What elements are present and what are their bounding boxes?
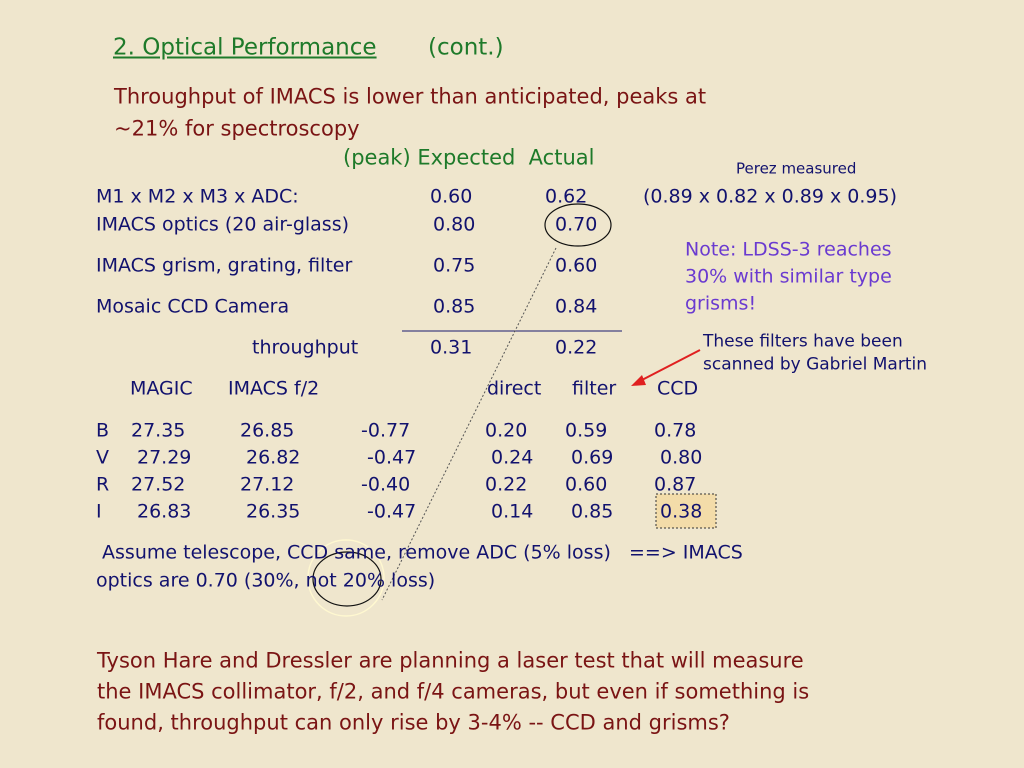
assumption-line: Assume telescope, CCD same, remove ADC (… bbox=[96, 541, 743, 564]
highlight-box bbox=[655, 493, 717, 529]
note-line: grisms! bbox=[685, 292, 757, 315]
mag-cell: 0.59 bbox=[565, 419, 608, 442]
mag-cell: 27.12 bbox=[240, 473, 295, 496]
subtitle-line: Throughput of IMACS is lower than antici… bbox=[114, 84, 707, 109]
arrow-line bbox=[639, 349, 701, 382]
mag-cell: 0.85 bbox=[571, 500, 614, 523]
arrow-head bbox=[631, 375, 646, 386]
perez-product: (0.89 x 0.82 x 0.89 x 0.95) bbox=[643, 185, 898, 208]
mag-header: filter bbox=[572, 377, 617, 400]
mag-cell: 0.24 bbox=[491, 446, 534, 469]
expected-value: 0.31 bbox=[430, 336, 473, 359]
mag-cell: -0.47 bbox=[367, 500, 417, 523]
mag-cell: 26.82 bbox=[246, 446, 301, 469]
mag-cell: 0.87 bbox=[654, 473, 697, 496]
title-link: 2. Optical Performance bbox=[113, 34, 377, 61]
row-label: M1 x M2 x M3 x ADC: bbox=[96, 185, 299, 208]
actual-value: 0.70 bbox=[555, 213, 598, 236]
perez-label: Perez measured bbox=[736, 159, 857, 178]
mag-cell: -0.77 bbox=[361, 419, 411, 442]
assumption-line: optics are 0.70 (30%, not 20% loss) bbox=[96, 569, 436, 592]
subtitle-line: ~21% for spectroscopy bbox=[114, 116, 360, 141]
band-label: B bbox=[96, 419, 110, 442]
actual-value: 0.84 bbox=[555, 295, 598, 318]
band-label: V bbox=[96, 446, 109, 469]
footer-line: found, throughput can only rise by 3-4% … bbox=[97, 710, 730, 735]
expected-value: 0.75 bbox=[433, 254, 476, 277]
mag-cell: 0.20 bbox=[485, 419, 528, 442]
mag-cell: 26.85 bbox=[240, 419, 295, 442]
expected-value: 0.85 bbox=[433, 295, 476, 318]
mag-cell: 0.22 bbox=[485, 473, 528, 496]
mag-cell: -0.40 bbox=[361, 473, 411, 496]
row-label: Mosaic CCD Camera bbox=[96, 295, 290, 318]
mag-header: MAGIC bbox=[130, 377, 193, 400]
title-rest: (cont.) bbox=[428, 34, 504, 61]
connector-line bbox=[381, 247, 557, 601]
mag-cell: 0.60 bbox=[565, 473, 608, 496]
mag-cell: 26.83 bbox=[137, 500, 192, 523]
actual-value: 0.62 bbox=[545, 185, 588, 208]
footer-line: Tyson Hare and Dressler are planning a l… bbox=[97, 648, 804, 673]
callout-line: These filters have been bbox=[703, 331, 903, 352]
actual-value: 0.60 bbox=[555, 254, 598, 277]
note-line: Note: LDSS-3 reaches bbox=[685, 238, 892, 261]
footer-line: the IMACS collimator, f/2, and f/4 camer… bbox=[97, 679, 810, 704]
row-label: IMACS optics (20 air-glass) bbox=[96, 213, 350, 236]
expected-value: 0.60 bbox=[430, 185, 473, 208]
expected-value: 0.80 bbox=[433, 213, 476, 236]
circle-halo bbox=[307, 539, 385, 617]
row-label: throughput bbox=[252, 336, 359, 359]
mag-cell: 0.69 bbox=[571, 446, 614, 469]
mag-header: IMACS f/2 bbox=[228, 377, 320, 400]
band-label: R bbox=[96, 473, 110, 496]
mag-cell: 27.52 bbox=[131, 473, 186, 496]
row-label: IMACS grism, grating, filter bbox=[96, 254, 353, 277]
mag-header: CCD bbox=[657, 377, 699, 400]
mag-cell: -0.47 bbox=[367, 446, 417, 469]
mag-cell: 27.35 bbox=[131, 419, 186, 442]
mag-cell: 26.35 bbox=[246, 500, 301, 523]
circle-070 bbox=[544, 203, 612, 247]
callout-line: scanned by Gabriel Martin bbox=[703, 354, 927, 375]
actual-value: 0.22 bbox=[555, 336, 598, 359]
mag-cell: 0.38 bbox=[660, 500, 703, 523]
note-line: 30% with similar type bbox=[685, 265, 892, 288]
mag-header: direct bbox=[487, 377, 542, 400]
mag-cell: 27.29 bbox=[137, 446, 192, 469]
circle-not bbox=[312, 551, 382, 607]
mag-cell: 0.14 bbox=[491, 500, 534, 523]
mag-cell: 0.78 bbox=[654, 419, 697, 442]
band-label: I bbox=[96, 500, 102, 523]
column-header: (peak) Expected Actual bbox=[343, 145, 595, 170]
mag-cell: 0.80 bbox=[660, 446, 703, 469]
